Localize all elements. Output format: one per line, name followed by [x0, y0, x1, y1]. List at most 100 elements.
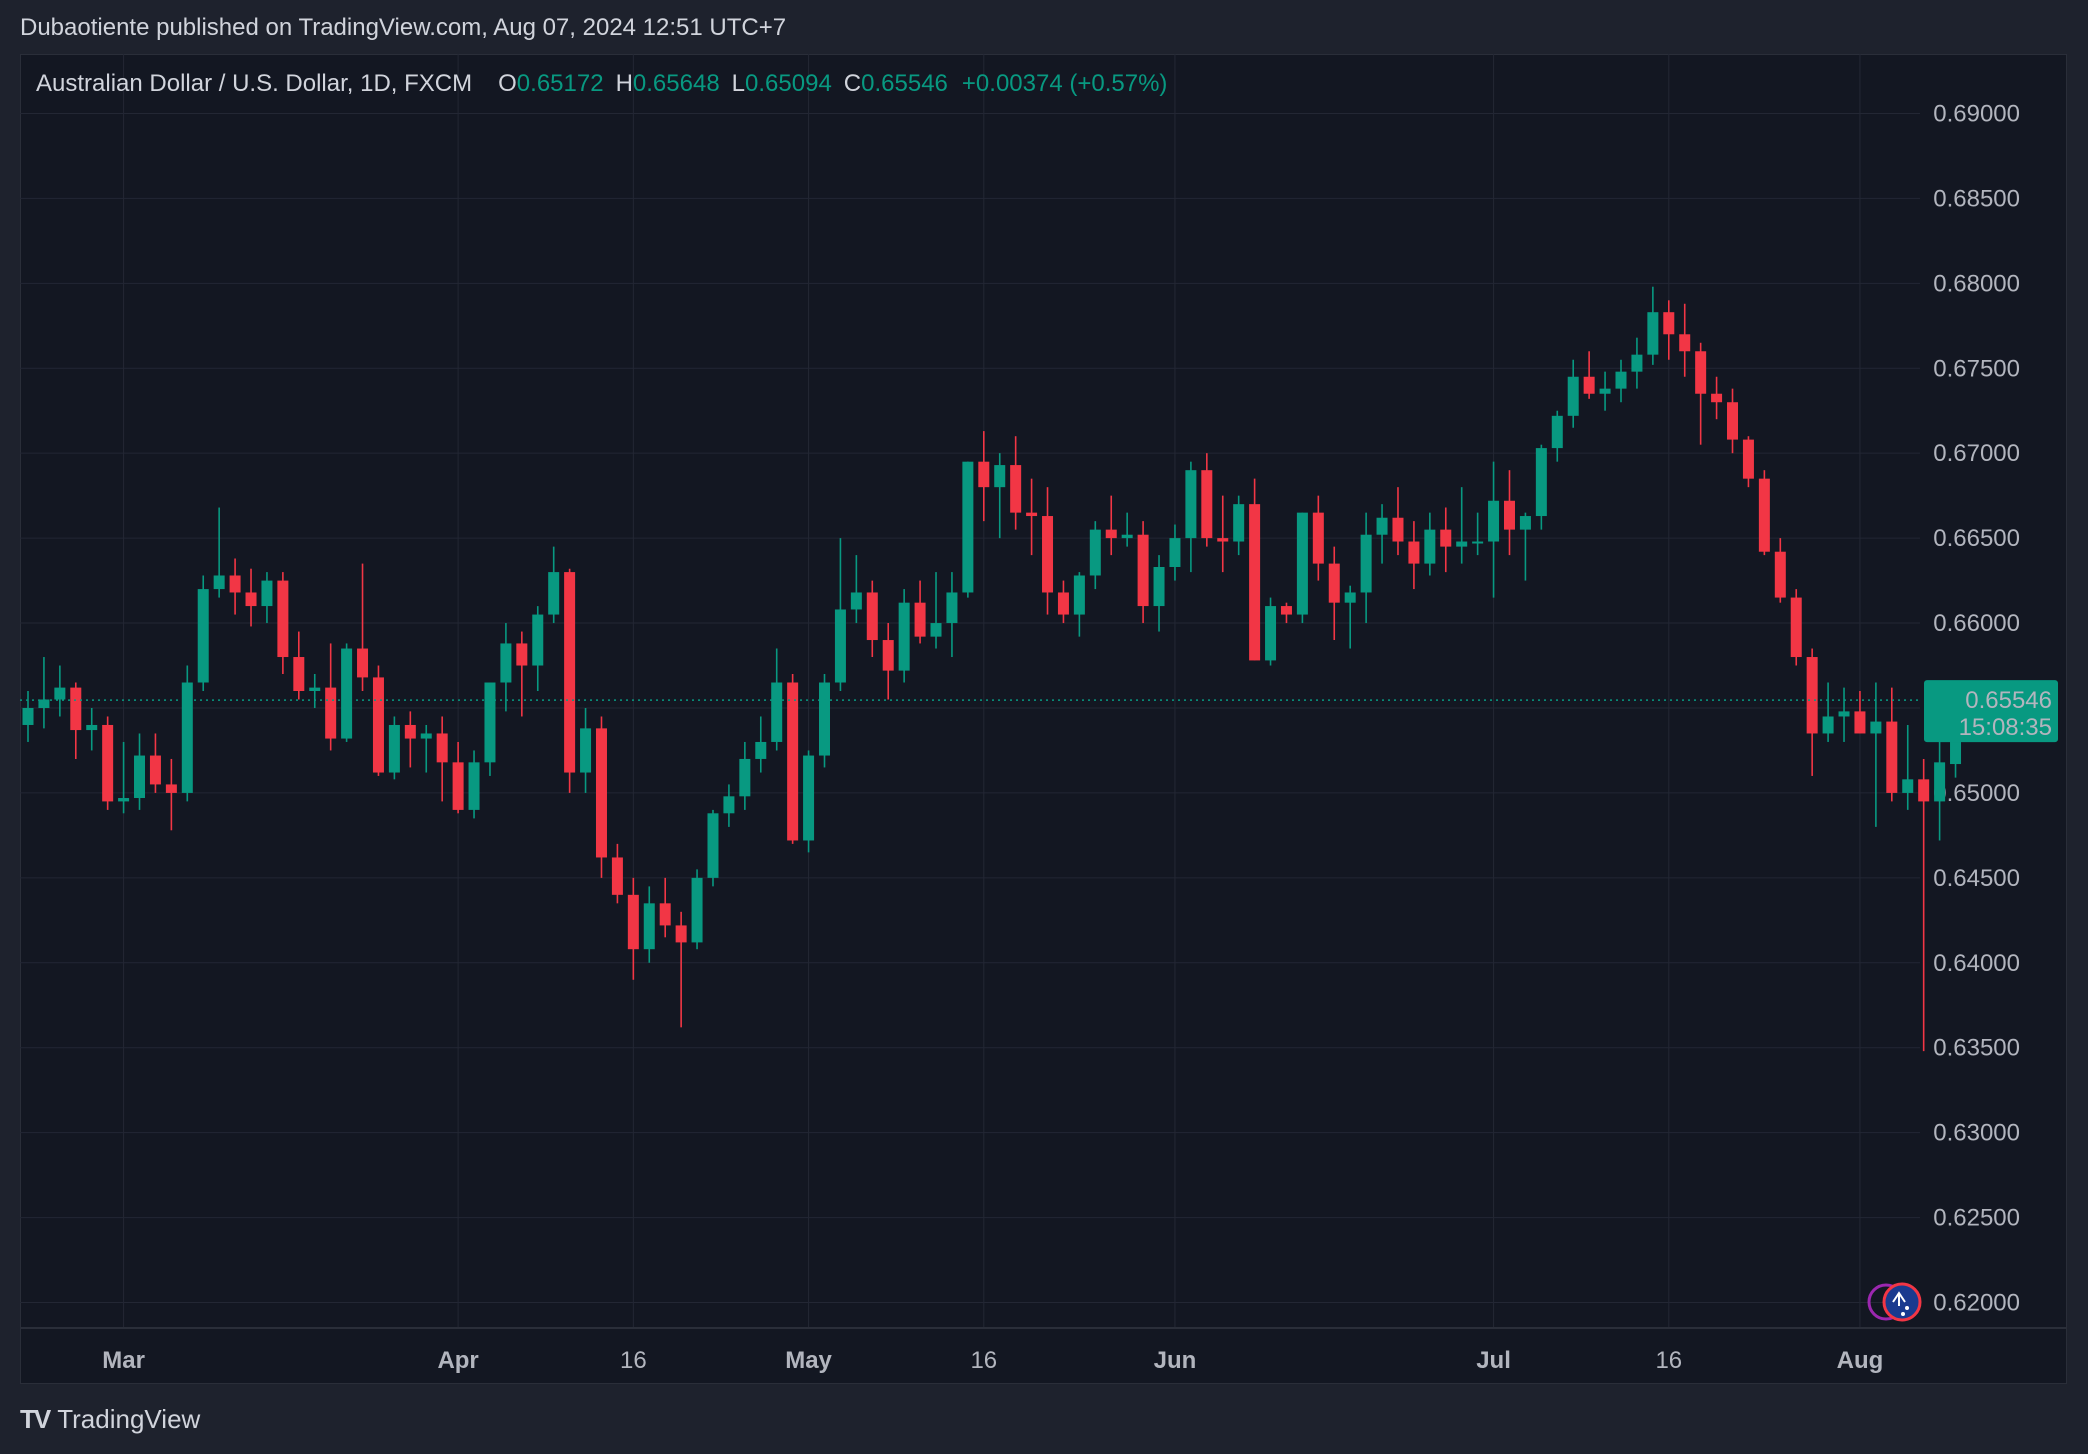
x-tick-label: Jul — [1476, 1347, 1511, 1374]
candle-body — [1838, 711, 1850, 717]
candle-body — [1201, 470, 1213, 539]
candle-body — [978, 461, 990, 488]
candle-body — [468, 762, 480, 810]
candle-body — [1057, 592, 1069, 615]
y-tick-label: 0.62000 — [1933, 1290, 2020, 1317]
candle-body — [882, 640, 894, 671]
y-tick-label: 0.65000 — [1933, 780, 2020, 807]
y-tick-label: 0.64500 — [1933, 865, 2020, 892]
candle-body — [1551, 415, 1563, 449]
candle-body — [261, 580, 273, 607]
legend-low-label: L — [731, 70, 746, 97]
candle-body — [357, 648, 369, 678]
x-tick-label: Mar — [102, 1347, 145, 1374]
candle-body — [643, 903, 655, 950]
legend-change: +0.00374 (+0.57%) — [961, 70, 1168, 97]
y-tick-label: 0.68000 — [1933, 270, 2020, 297]
candle-body — [309, 687, 321, 691]
candle-body — [134, 755, 146, 799]
candle-body — [1185, 470, 1197, 539]
candle-body — [1408, 541, 1420, 564]
candle-body — [532, 614, 544, 666]
candle-body — [659, 903, 671, 926]
candle-body — [1774, 551, 1786, 598]
candle-body — [436, 733, 448, 763]
candle-body — [755, 741, 767, 759]
candle-body — [819, 682, 830, 756]
candle-body — [1217, 538, 1229, 542]
legend-open-label: O — [498, 70, 517, 97]
candle-body — [404, 724, 416, 739]
candle-body — [1073, 575, 1085, 615]
legend-high-value: 0.65648 — [632, 70, 720, 97]
candle-body — [149, 755, 161, 785]
candle-body — [452, 762, 464, 810]
y-tick-label: 0.67000 — [1933, 440, 2020, 467]
candle-body — [946, 592, 958, 624]
candle-body — [1042, 516, 1054, 593]
candle-body — [1583, 376, 1595, 394]
candle-body — [1265, 606, 1277, 661]
legend-symbol[interactable]: Australian Dollar / U.S. Dollar, 1D, FXC… — [36, 70, 473, 97]
candle-body — [1312, 512, 1324, 564]
candle-body — [341, 648, 353, 739]
legend-low-value: 0.65094 — [745, 70, 832, 97]
candle-body — [564, 572, 576, 773]
x-tick-label: 16 — [620, 1347, 647, 1374]
candle-body — [1934, 762, 1946, 802]
candle-body — [930, 623, 942, 637]
candle-body — [197, 589, 209, 683]
candle-body — [165, 784, 177, 793]
candle-body — [1249, 504, 1261, 661]
candle-body — [1233, 504, 1245, 542]
candle-body — [723, 796, 735, 814]
y-tick-label: 0.68500 — [1933, 185, 2020, 212]
candle-body — [1105, 529, 1117, 539]
tradingview-logo-icon: TV — [20, 1404, 51, 1434]
candle-body — [86, 724, 98, 731]
candle-body — [675, 925, 687, 943]
candle-body — [914, 602, 926, 637]
candle-body — [898, 602, 910, 671]
y-tick-label: 0.63000 — [1933, 1120, 2020, 1147]
chart-pane[interactable] — [20, 54, 2067, 1384]
flag-icon-australia[interactable] — [1882, 1282, 1922, 1322]
candle-body — [803, 755, 815, 841]
candle-body — [1599, 388, 1611, 394]
candle-body — [1376, 517, 1388, 535]
candle-body — [787, 682, 799, 841]
tradingview-logo[interactable]: TV TradingView — [20, 1404, 200, 1435]
candle-body — [1742, 439, 1754, 479]
candle-body — [1854, 711, 1866, 734]
candle-body — [102, 724, 114, 802]
candle-body — [1711, 393, 1723, 403]
candle-body — [548, 572, 560, 615]
candle-body — [325, 687, 337, 739]
candle-body — [1631, 354, 1643, 372]
x-tick-label: May — [785, 1347, 832, 1374]
y-tick-label: 0.62500 — [1933, 1205, 2020, 1232]
candle-body — [1488, 500, 1500, 542]
candle-body — [866, 592, 878, 641]
candle-body — [1647, 312, 1659, 355]
candle-body — [1679, 334, 1691, 352]
candle-body — [1822, 716, 1834, 734]
flag-star-icon — [1905, 1306, 1909, 1310]
candle-body — [1790, 597, 1802, 658]
candle-body — [1902, 779, 1914, 793]
candle-body — [1296, 512, 1308, 615]
candle-body — [771, 682, 783, 742]
legend-close-label: C — [843, 70, 862, 97]
candle-body — [1010, 465, 1022, 513]
candle-body — [118, 798, 130, 802]
candle-body — [229, 575, 241, 593]
candle-body — [1392, 517, 1404, 542]
y-tick-label: 0.64000 — [1933, 950, 2020, 977]
candle-body — [293, 657, 305, 691]
candle-body — [1695, 351, 1707, 394]
candle-body — [277, 580, 289, 658]
x-tick-label: Apr — [437, 1347, 478, 1374]
candle-body — [484, 682, 496, 763]
candle-body — [181, 682, 193, 793]
